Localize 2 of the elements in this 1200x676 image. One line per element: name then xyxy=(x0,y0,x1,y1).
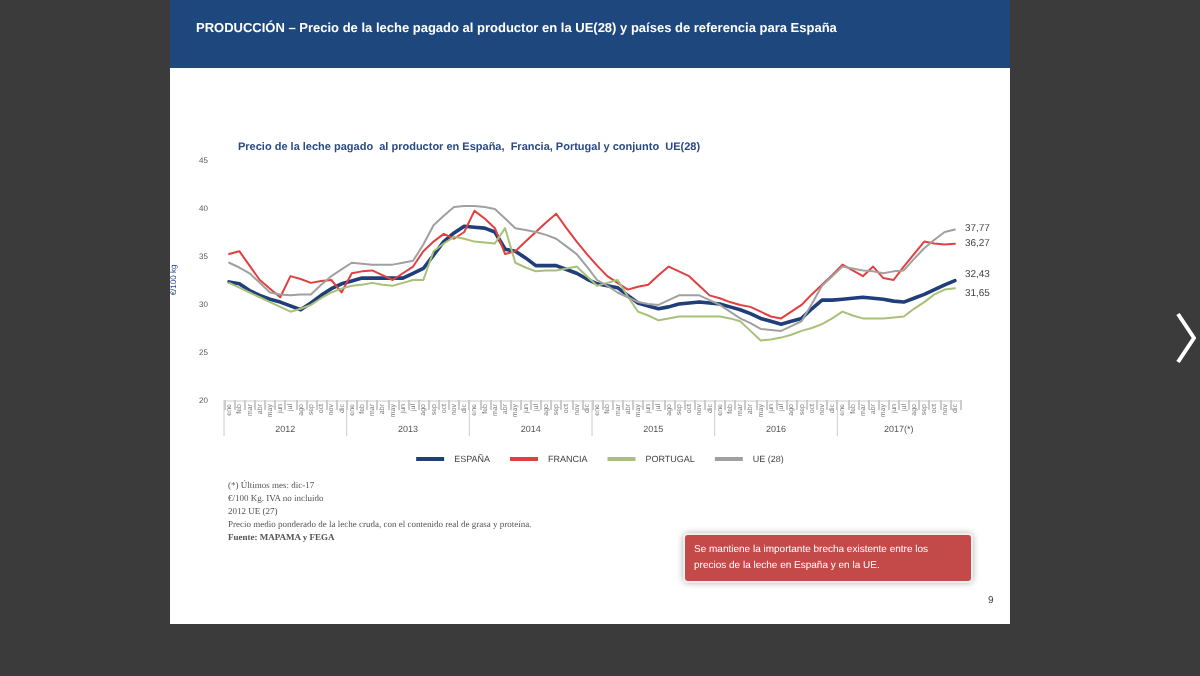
line-series xyxy=(228,227,956,342)
line-series xyxy=(227,224,957,326)
